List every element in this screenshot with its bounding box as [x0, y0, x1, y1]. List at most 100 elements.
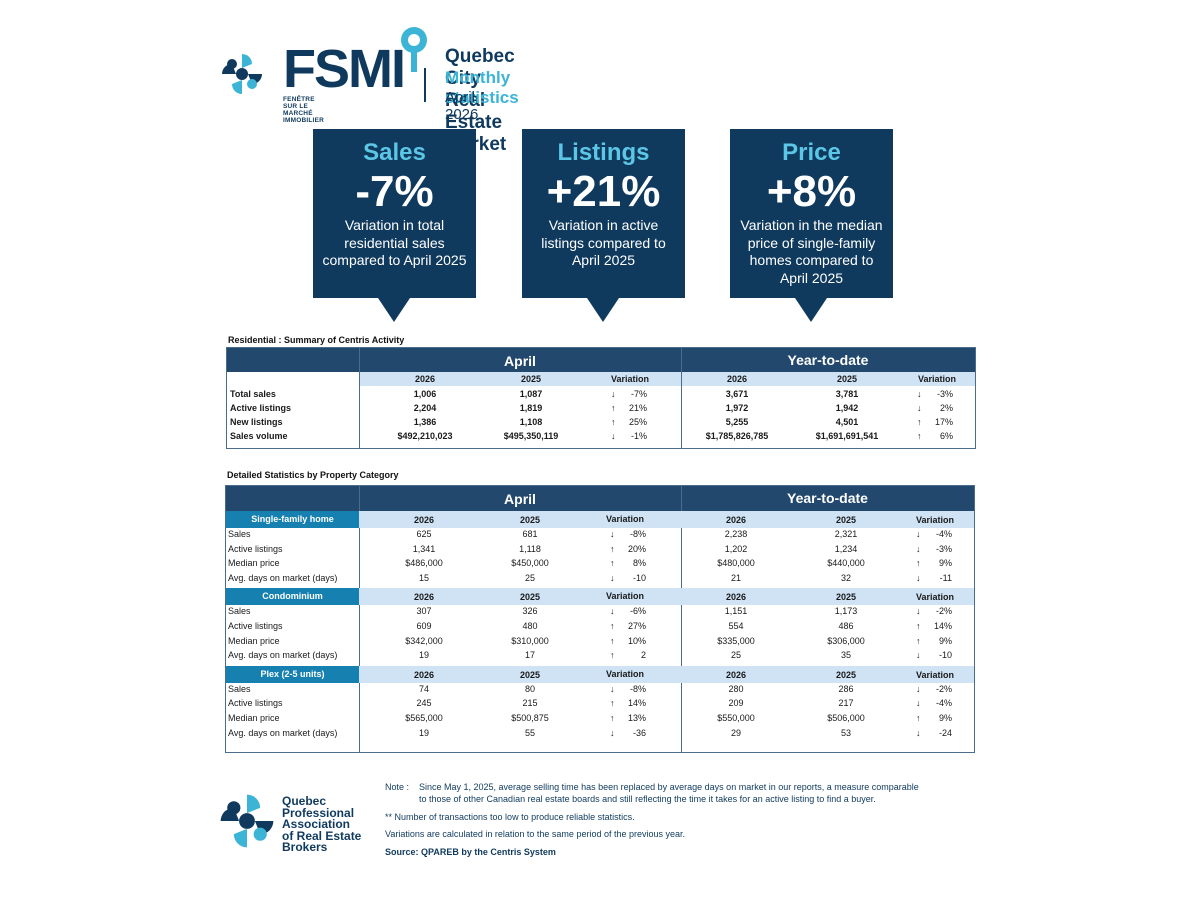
- arrow-down-icon: ↓: [916, 698, 921, 709]
- summary-column-header-band: [359, 372, 975, 386]
- col-header: 2026: [414, 374, 436, 384]
- kpi-value: +21%: [546, 167, 661, 216]
- col-header: Variation: [605, 514, 644, 524]
- qpareb-logo-text: Quebec Professional Association of Real …: [282, 794, 361, 854]
- cell-april-2025: 1,118: [519, 543, 541, 554]
- arrow-down-icon: ↓: [916, 683, 921, 694]
- note-insufficient-data: ** Number of transactions too low to pro…: [385, 812, 635, 822]
- cell-april-2025: $500,875: [511, 713, 549, 723]
- cell-ytd-2025: 486: [838, 621, 854, 631]
- detailed-header-band: [226, 486, 974, 511]
- org-name-line: Quebec: [282, 794, 327, 808]
- cell-ytd-2026: 1,202: [724, 543, 748, 554]
- cell-ytd-2025: 3,781: [835, 389, 859, 399]
- cell-ytd-2026: 209: [728, 698, 744, 709]
- cell-ytd-2025: 35: [840, 650, 851, 661]
- arrow-up-icon: ↑: [611, 403, 616, 413]
- col-header: Variation: [605, 591, 644, 602]
- cell-ytd-2025: 53: [840, 727, 851, 738]
- detailed-table: April Year-to-date Single-family home 202…: [225, 485, 975, 753]
- arrow-down-icon: ↓: [916, 606, 921, 617]
- detailed-period-ytd: Year-to-date: [787, 490, 868, 506]
- arrow-up-icon: ↑: [610, 650, 615, 661]
- category-column-header-band: [359, 511, 974, 528]
- arrow-down-icon: ↓: [916, 529, 921, 539]
- cell-ytd-2025: 1,234: [834, 543, 858, 554]
- summary-header-band: [227, 348, 975, 372]
- cell-april-variation: 27%: [627, 621, 646, 631]
- cell-ytd-2025: 1,173: [834, 606, 858, 617]
- col-header: 2025: [519, 592, 541, 603]
- cell-april-2025: 326: [522, 606, 538, 617]
- kpi-description: Variation in total residential sales com…: [322, 217, 467, 268]
- cell-ytd-2025: 1,942: [835, 403, 859, 413]
- arrow-down-icon: ↓: [916, 543, 921, 554]
- kpi-value: -7%: [355, 167, 434, 216]
- arrow-up-icon: ↑: [916, 621, 921, 631]
- note-text-line-1: Since May 1, 2025, average selling time …: [419, 782, 919, 792]
- cell-ytd-2025: 286: [838, 683, 854, 694]
- cell-april-2026: 307: [416, 606, 432, 617]
- cell-april-2026: 609: [416, 621, 432, 631]
- row-label: Active listings: [230, 403, 292, 413]
- col-header: 2025: [520, 374, 542, 384]
- org-name-line: Association: [282, 817, 351, 831]
- row-label: Sales: [228, 529, 251, 539]
- row-label: Active listings: [228, 698, 283, 709]
- summary-table: April Year-to-date 2026 2025 Variation 2…: [226, 347, 976, 449]
- arrow-up-icon: ↑: [917, 431, 922, 441]
- arrow-down-icon: ↓: [610, 529, 615, 539]
- location-pin-icon: [401, 27, 427, 72]
- cell-ytd-2025: 217: [838, 698, 854, 709]
- col-header: 2025: [835, 592, 857, 603]
- col-header: 2026: [725, 592, 747, 603]
- arrow-down-icon: ↓: [611, 431, 616, 441]
- cell-ytd-variation: -3%: [935, 543, 952, 554]
- arrow-up-icon: ↑: [916, 713, 921, 723]
- cell-ytd-variation: 14%: [933, 621, 952, 631]
- cell-ytd-2026: 1,151: [724, 606, 748, 617]
- cell-april-2025: 55: [524, 727, 535, 738]
- col-header: 2025: [835, 515, 857, 525]
- cell-april-2026: 19: [418, 650, 429, 661]
- col-header: 2025: [519, 515, 541, 525]
- category-label: Single-family home: [226, 511, 359, 528]
- category-column-header-band: [359, 588, 974, 606]
- col-header: Variation: [605, 668, 644, 679]
- org-name-line: Brokers: [282, 840, 328, 854]
- cell-april-2026: 1,006: [413, 389, 437, 399]
- cell-april-variation: 13%: [627, 713, 646, 723]
- cell-ytd-variation: 17%: [934, 417, 953, 427]
- row-label: Avg. days on market (days): [228, 650, 338, 661]
- cell-ytd-variation: 9%: [938, 713, 952, 723]
- org-name-line: Professional: [282, 805, 355, 820]
- kpi-card-listings: Listings +21% Variation in active listin…: [522, 129, 685, 298]
- kpi-title: Listings: [557, 139, 650, 166]
- arrow-down-icon: ↓: [916, 650, 921, 661]
- arrow-up-icon: ↑: [611, 417, 616, 427]
- cell-april-variation: 14%: [627, 698, 646, 709]
- cell-ytd-2026: 29: [730, 727, 741, 738]
- cell-april-variation: 10%: [627, 635, 646, 646]
- cell-april-2025: 25: [524, 572, 535, 583]
- cell-ytd-2025: $440,000: [827, 558, 865, 569]
- cell-ytd-variation: -11: [939, 572, 952, 583]
- row-label: Active listings: [228, 543, 283, 554]
- note-variation: Variations are calculated in relation to…: [385, 829, 686, 839]
- detailed-period-april: April: [504, 491, 536, 507]
- arrow-down-icon: ↓: [610, 606, 615, 617]
- arrow-up-icon: ↑: [610, 621, 615, 631]
- row-label: Avg. days on market (days): [228, 727, 338, 738]
- source-note: Source: QPAREB by the Centris System: [385, 847, 556, 857]
- arrow-up-icon: ↑: [610, 635, 615, 646]
- cell-ytd-variation: 2%: [939, 403, 953, 413]
- cell-april-2026: 2,204: [413, 403, 437, 413]
- row-label: Avg. days on market (days): [228, 572, 338, 583]
- cell-april-2026: 1,341: [412, 543, 436, 554]
- kpi-pointer: [587, 298, 619, 322]
- pinwheel-logo-icon: [222, 54, 262, 94]
- qpareb-logo-icon: [220, 794, 274, 848]
- summary-section-title: Residential : Summary of Centris Activit…: [228, 335, 405, 345]
- cell-april-2025: 480: [522, 621, 538, 631]
- cell-ytd-2026: 21: [730, 572, 741, 583]
